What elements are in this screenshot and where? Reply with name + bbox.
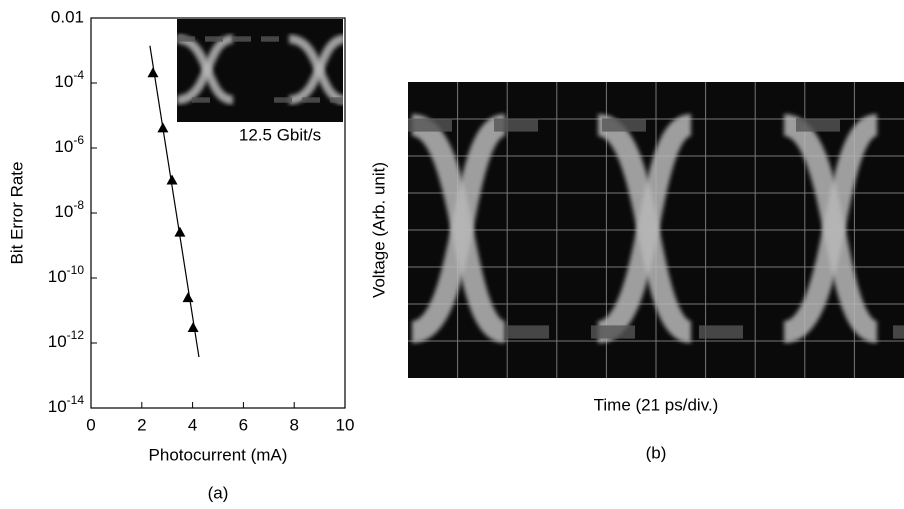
eye-noise [330, 97, 343, 103]
data-point [182, 292, 194, 303]
eye-noise [205, 36, 223, 42]
eye-traces [177, 34, 343, 105]
eye-trace [177, 34, 234, 105]
eye-traces [226, 114, 904, 343]
eye-noise [261, 36, 279, 42]
eye-noise [233, 36, 251, 42]
eye-noise [177, 36, 195, 42]
x-tick-label: 8 [289, 415, 298, 434]
x-tick-label: 10 [336, 415, 355, 434]
x-axis-label: Photocurrent (mA) [149, 445, 288, 464]
y-tick-label: 10-10 [48, 263, 85, 286]
eye-trace [226, 125, 319, 332]
inset-label: 12.5 Gbit/s [239, 125, 321, 144]
y-tick-label: 10-4 [54, 68, 84, 91]
y-tick-label: 10-14 [48, 393, 85, 416]
panel-a: 0 2 4 6 8 10 0.01 10-4 10-6 10-8 10-10 10-12 10-14 12… [7, 7, 355, 502]
eye-noise [192, 97, 210, 103]
eye-noise [494, 118, 538, 132]
eye-noise [893, 325, 904, 339]
y-axis-label: Voltage (Arb. unit) [369, 162, 388, 298]
eye-noise [302, 97, 320, 103]
y-tick-label: 0.01 [51, 7, 84, 26]
data-point [187, 321, 199, 332]
eye-trace [288, 34, 343, 105]
eye-noise [591, 325, 635, 339]
x-tick-label: 4 [188, 415, 197, 434]
panel-b: Time (21 ps/div.) Voltage (Arb. unit) (b) [226, 82, 904, 462]
eye-noise [699, 325, 743, 339]
x-tick-label: 6 [239, 415, 248, 434]
y-tick-label: 10-6 [54, 133, 84, 156]
y-tick-label: 10-12 [48, 328, 85, 351]
eye-trace [781, 114, 880, 343]
eye-noise [408, 118, 452, 132]
eye-noise [505, 325, 549, 339]
data-point [166, 174, 178, 185]
x-axis-label: Time (21 ps/div.) [594, 395, 719, 414]
eye-trace [409, 114, 508, 343]
data-point [157, 122, 169, 133]
fit-line [149, 45, 200, 358]
data-point [174, 226, 186, 237]
panel-caption: (a) [208, 483, 229, 502]
panel-caption: (b) [646, 443, 667, 462]
y-tick-label: 10-8 [54, 198, 84, 221]
x-tick-label: 2 [137, 415, 146, 434]
x-tick-label: 0 [86, 415, 95, 434]
eye-noise [796, 118, 840, 132]
eye-noise [602, 118, 646, 132]
eye-noise [274, 97, 292, 103]
y-axis-label: Bit Error Rate [7, 162, 26, 265]
eye-trace [226, 125, 319, 332]
eye-trace [595, 114, 694, 343]
data-point [147, 67, 159, 78]
